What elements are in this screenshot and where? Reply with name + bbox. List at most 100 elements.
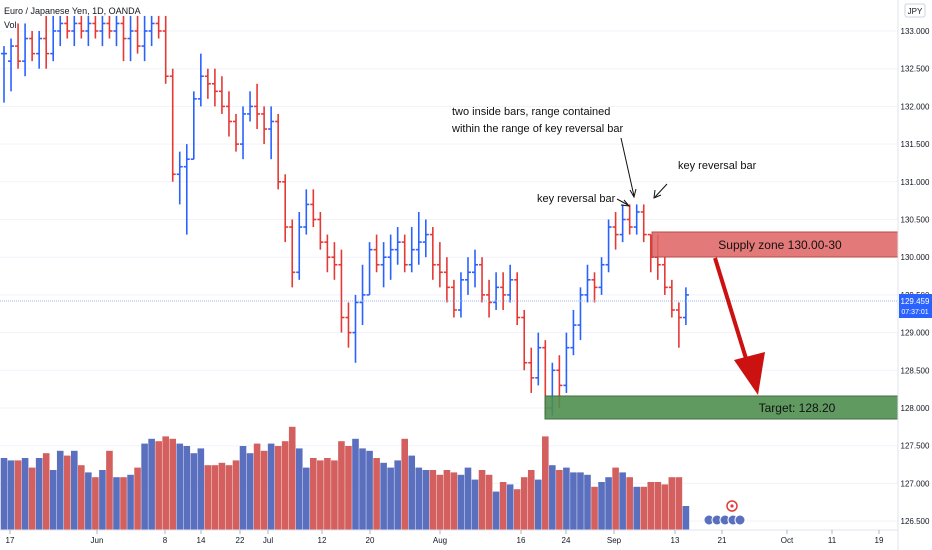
price-bar (359, 264, 366, 326)
price-tick-label: 129.000 (901, 329, 930, 338)
volume-bar (42, 453, 50, 530)
price-bar (43, 15, 50, 69)
price-bar (626, 204, 633, 235)
price-bar (78, 15, 85, 39)
volume-bar (211, 465, 219, 530)
volume-bar (176, 443, 184, 530)
price-bar (394, 227, 401, 265)
time-tick-label: 14 (197, 536, 206, 545)
price-bar (457, 272, 464, 318)
volume-bar (169, 438, 177, 530)
price-bar (211, 68, 218, 107)
volume-bar (218, 462, 226, 530)
price-bar (254, 83, 261, 130)
volume-bar (640, 486, 648, 530)
price-bar (1, 46, 7, 103)
price-bar (176, 151, 183, 205)
volume-bar (155, 441, 162, 530)
grid (0, 30, 898, 522)
price-bar (289, 219, 296, 288)
price-bar (190, 91, 197, 160)
price-bar (22, 23, 29, 77)
price-bar (106, 15, 113, 39)
price-bar (303, 189, 310, 235)
volume-bar (317, 460, 324, 530)
volume-bar (281, 441, 289, 530)
time-tick-label: 20 (366, 536, 375, 545)
volume-bar (464, 467, 472, 530)
price-bar (296, 211, 303, 280)
volume-bar (162, 436, 169, 530)
price-bar (50, 15, 57, 62)
volume-bar (577, 472, 584, 530)
volume-bar (380, 462, 387, 530)
volume-bar (120, 477, 127, 530)
currency-label: JPY (908, 7, 923, 16)
event-markers[interactable] (703, 500, 746, 526)
volume-bar (63, 455, 71, 530)
volume-bar (14, 460, 22, 530)
price-tick-label: 130.000 (901, 253, 930, 262)
price-bar (401, 234, 408, 273)
volume-bar (134, 467, 141, 530)
price-bar (598, 257, 605, 295)
price-bar (563, 332, 570, 393)
price-bar (591, 272, 598, 303)
volume-bar (443, 470, 451, 530)
volume-bar (106, 450, 113, 530)
volume-bar (204, 465, 212, 530)
volume-bar (99, 470, 106, 530)
volume-bar (232, 460, 240, 530)
price-bar (71, 15, 78, 47)
volume-bar (534, 479, 542, 530)
price-tick-label: 128.500 (901, 366, 930, 375)
volume-bar (492, 491, 500, 530)
price-bar (92, 15, 99, 39)
price-tick-label: 127.000 (901, 479, 930, 488)
price-bar (36, 31, 43, 69)
time-tick-label: Jul (263, 536, 273, 545)
volume-bar (422, 470, 430, 530)
price-bar (380, 242, 387, 288)
price-bar (113, 15, 120, 47)
price-bar (148, 15, 155, 47)
volume-bar (563, 467, 570, 530)
last-price-tag (899, 294, 932, 318)
volume-bar (661, 484, 669, 530)
price-bar (64, 15, 71, 39)
price-bar (232, 113, 239, 152)
price-bar (162, 15, 169, 84)
price-bar (507, 264, 514, 303)
volume-bar (499, 482, 507, 530)
volume-bar (373, 458, 380, 530)
event-marker-alert-dot (730, 504, 734, 508)
countdown-value: 07:37:01 (901, 309, 928, 316)
price-bar (514, 272, 521, 326)
price-bar (675, 302, 682, 348)
volume-bar (85, 472, 92, 530)
volume-bar (345, 446, 352, 530)
volume-bar (246, 453, 254, 530)
price-bar (436, 242, 443, 288)
price-bar (584, 264, 591, 303)
price-bar (169, 68, 176, 182)
volume-bar (675, 477, 683, 530)
volume-bar (654, 482, 662, 530)
time-tick-label: Aug (433, 536, 447, 545)
volume-bar (408, 455, 416, 530)
volume-bar (324, 458, 331, 530)
projection-arrow (713, 257, 765, 395)
price-bar (633, 204, 640, 235)
time-tick-label: 13 (671, 536, 680, 545)
volume-bar (71, 450, 78, 530)
volume-bar (310, 458, 317, 530)
price-bar (15, 23, 22, 69)
time-tick-label: 24 (562, 536, 571, 545)
volume-bar (92, 477, 99, 530)
key-reversal-label-right: key reversal bar (678, 160, 757, 172)
price-bar (247, 91, 254, 122)
price-bar (155, 15, 162, 39)
price-bar (310, 189, 317, 228)
volume-bar (549, 465, 556, 530)
